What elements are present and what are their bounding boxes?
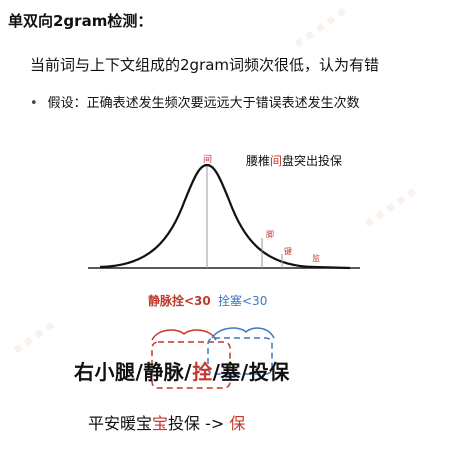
correction-example: 平安暖宝宝投保 -> 保 [88, 410, 245, 434]
normal-distribution-figure: 间 脚 键 监 [88, 153, 360, 270]
assumption-text: 假设：正确表述发生频次要远远大于错误表述发生次数 [47, 96, 360, 111]
segmented-sentence: 右小腿/静脉/拴/塞/投保 [74, 356, 290, 385]
segment-part-2: 静脉/ [143, 360, 193, 384]
correction-result: 保 [229, 414, 246, 433]
blue-brace [211, 327, 275, 339]
segment-part-3: 拴 [192, 360, 213, 384]
segment-part-4: /塞/投保 [212, 360, 290, 384]
bullet-dot: • [30, 96, 38, 111]
figure-label-suffix: 盘突出投保 [282, 154, 343, 168]
count-a: 静脉拴<30 [148, 294, 211, 308]
figure-label-highlight: 间 [270, 154, 283, 168]
description-line: 当前词与上下文组成的2gram词频次很低，认为有错 [30, 56, 380, 74]
peak-char: 间 [203, 153, 212, 165]
segment-brackets [151, 327, 275, 389]
segment-part-1: 右小腿/ [74, 360, 144, 384]
red-brace [151, 329, 217, 341]
red-dashed-box [151, 341, 231, 389]
bell-curve [99, 163, 351, 270]
slide-title: 单双向2gram检测： [8, 12, 153, 30]
blue-dashed-box [207, 337, 273, 375]
correction-middle: 投保 -> [168, 414, 230, 433]
count-b: 拴塞<30 [218, 294, 268, 308]
figure-label: 腰椎间盘突出投保 [246, 152, 342, 169]
tail-char-2: 键 [284, 246, 292, 256]
figure-label-prefix: 腰椎 [246, 154, 271, 168]
watermark: ▪ ▪ ▪ ▪ ▪ [291, 3, 350, 52]
correction-prefix: 平安暖宝 [88, 414, 153, 433]
assumption-bullet: • 假设：正确表述发生频次要远远大于错误表述发生次数 [30, 92, 360, 111]
tail-char-1: 脚 [266, 229, 274, 239]
correction-highlight: 宝 [152, 414, 169, 433]
tail-char-3: 监 [312, 253, 320, 263]
